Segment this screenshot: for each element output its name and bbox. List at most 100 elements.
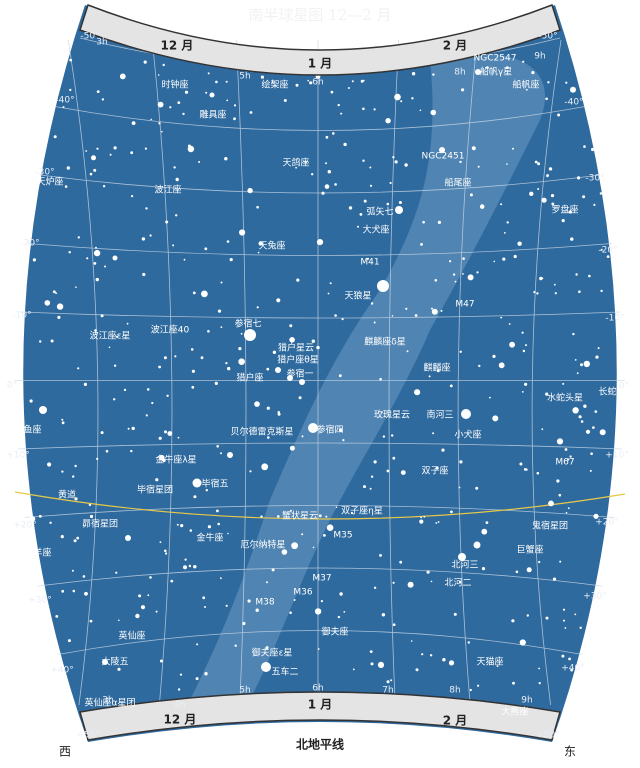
star (173, 166, 176, 169)
dec-line (54, 106, 586, 131)
star (216, 509, 219, 513)
star (471, 146, 476, 151)
star (558, 493, 562, 497)
star (369, 166, 372, 169)
star (347, 87, 350, 89)
star (131, 121, 136, 125)
star (469, 688, 472, 692)
star (220, 452, 222, 455)
star (193, 565, 197, 569)
star (539, 276, 543, 281)
star (69, 88, 72, 92)
star (448, 660, 455, 666)
star (190, 348, 194, 351)
star (360, 79, 364, 83)
star (606, 255, 610, 258)
sky-label: NGC2451 (422, 152, 465, 162)
sky-label: 弧矢七 (366, 206, 393, 218)
star (492, 354, 496, 358)
star (600, 289, 603, 293)
star (568, 657, 571, 661)
sky-label: 绘架座 (261, 79, 288, 91)
star (295, 83, 299, 87)
star (225, 80, 228, 83)
star (72, 589, 76, 593)
star (138, 594, 142, 598)
star (176, 523, 179, 526)
coord-label: 0° (619, 382, 629, 392)
star (126, 322, 129, 325)
star (541, 428, 544, 431)
star (174, 355, 177, 358)
star (204, 606, 206, 608)
star (220, 281, 223, 284)
star (113, 364, 117, 367)
star (553, 283, 556, 286)
star (260, 75, 264, 79)
star (143, 60, 147, 64)
star (363, 485, 366, 489)
star (290, 509, 292, 512)
star (583, 360, 590, 368)
star (73, 539, 77, 543)
coord-label: 9h (534, 52, 545, 62)
star (96, 457, 99, 460)
star (112, 255, 118, 261)
star (459, 160, 462, 164)
star (247, 187, 253, 194)
star (327, 292, 330, 295)
star (205, 489, 208, 492)
star (485, 521, 489, 524)
star (567, 507, 570, 510)
zenith: 头 顶 (307, 30, 333, 43)
star (214, 381, 218, 385)
stars (29, 58, 610, 702)
sky-label: 猎户座θ星 (277, 354, 319, 366)
star (61, 418, 64, 421)
star (227, 532, 229, 535)
star (561, 654, 565, 658)
sky-label: M41 (360, 258, 379, 268)
star (373, 321, 376, 324)
star (570, 86, 576, 93)
star (164, 430, 167, 434)
star (562, 382, 565, 385)
sky-label: 蟹状星云 (282, 510, 318, 522)
star (341, 318, 344, 321)
star (585, 429, 591, 434)
star (161, 130, 163, 133)
star (423, 516, 426, 518)
star (517, 241, 522, 246)
star (554, 292, 557, 295)
meridian (531, 39, 562, 706)
star (590, 452, 593, 456)
star (320, 600, 323, 603)
star (389, 181, 392, 185)
star (453, 612, 457, 616)
star (88, 503, 92, 507)
star (226, 99, 229, 102)
star (515, 570, 519, 574)
star (357, 225, 359, 228)
star (184, 90, 189, 94)
star (503, 232, 506, 234)
bright-star (192, 478, 202, 488)
star (225, 604, 228, 607)
star (534, 160, 538, 164)
star (576, 372, 579, 375)
star (578, 290, 581, 294)
bright-star (458, 553, 466, 561)
star (108, 346, 111, 349)
star (557, 113, 561, 117)
star (91, 155, 96, 161)
star (431, 308, 438, 315)
star (533, 291, 536, 294)
star (440, 309, 443, 312)
star (525, 88, 528, 91)
star (149, 234, 152, 237)
star (352, 668, 355, 671)
star (329, 282, 332, 285)
star (172, 244, 175, 247)
star (548, 500, 554, 507)
